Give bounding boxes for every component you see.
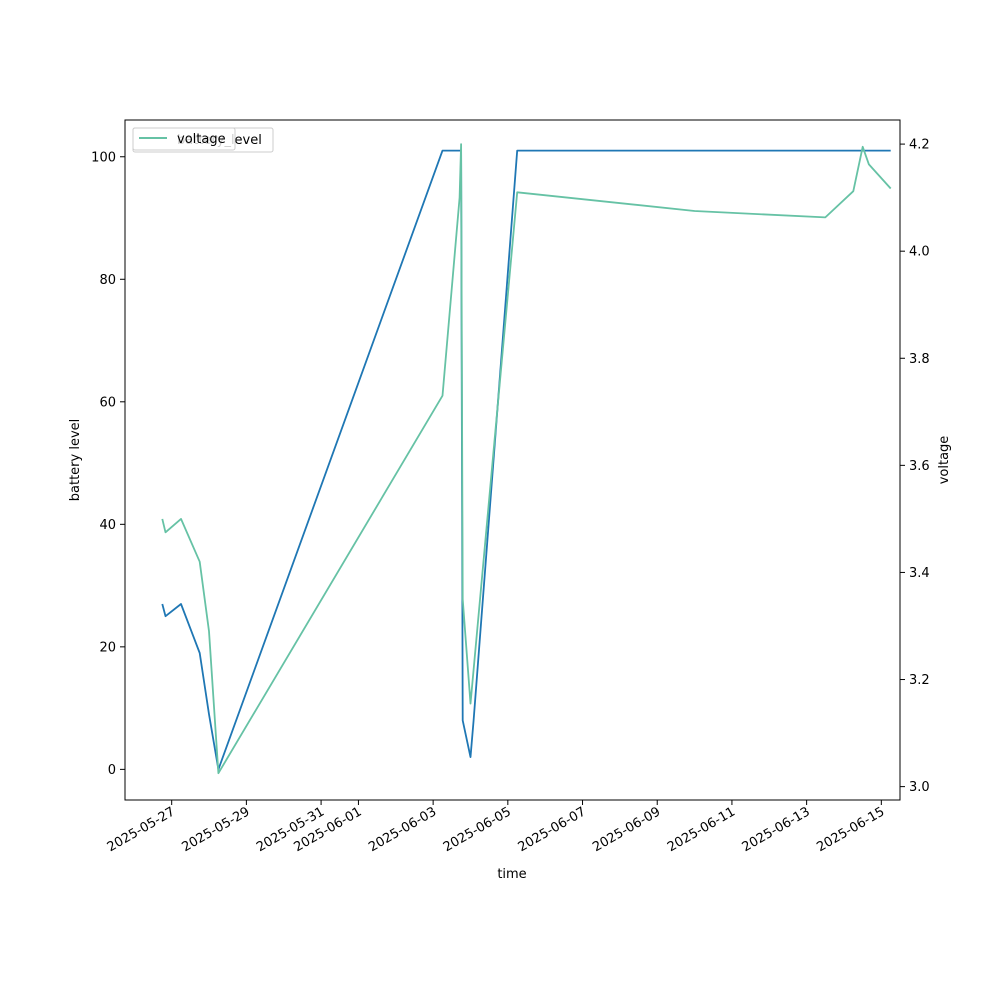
y2-tick-label: 3.0 <box>909 780 930 795</box>
y2-tick-label: 3.8 <box>909 352 930 367</box>
y-tick-label: 0 <box>108 763 116 778</box>
legend-box-front <box>132 127 236 151</box>
legend: battery_level voltage <box>132 127 274 153</box>
y-tick-label: 40 <box>99 518 116 533</box>
x-axis-label: time <box>497 867 526 882</box>
y-tick-label: 80 <box>99 273 116 288</box>
series-line-voltage <box>161 143 892 775</box>
y-tick-label: 60 <box>99 395 116 410</box>
y2-axis-label: voltage <box>937 436 952 485</box>
series-line-battery-level <box>161 149 891 771</box>
y-tick-label: 100 <box>91 150 116 165</box>
series-layer <box>161 143 892 775</box>
y2-tick-label: 4.0 <box>909 245 930 260</box>
y-tick-label: 20 <box>99 640 116 655</box>
y2-tick-label: 4.2 <box>909 138 930 153</box>
y-axis-left: 0 20 40 60 80 100 <box>91 150 125 778</box>
y2-tick-label: 3.6 <box>909 459 930 474</box>
y2-tick-label: 3.4 <box>909 566 930 581</box>
legend-entry-voltage: voltage <box>177 132 226 147</box>
y-axis-label: battery level <box>68 419 83 502</box>
y-axis-right: 3.0 3.2 3.4 3.6 3.8 4.0 4.2 <box>900 138 930 795</box>
plot-frame <box>124 119 901 801</box>
y2-tick-label: 3.2 <box>909 673 930 688</box>
